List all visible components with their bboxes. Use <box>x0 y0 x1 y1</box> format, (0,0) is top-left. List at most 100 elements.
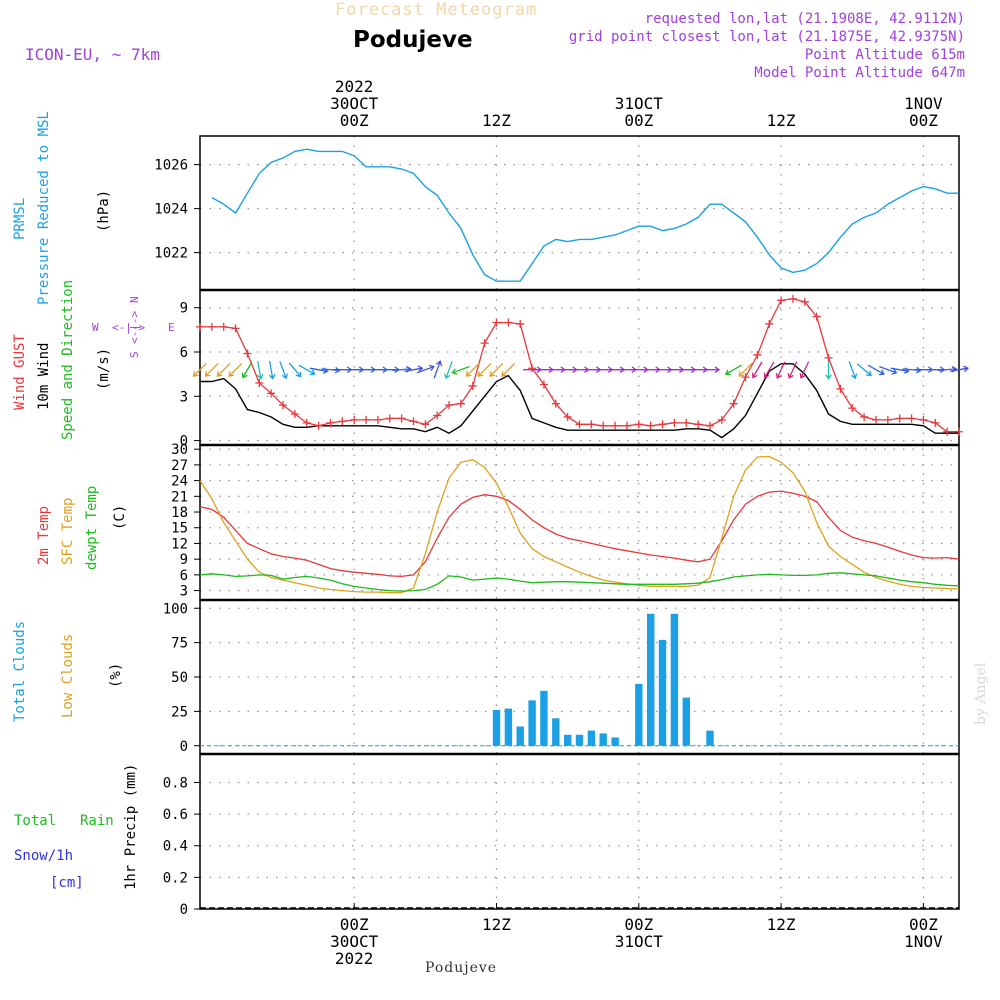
label-low-clouds: Low Clouds <box>60 634 76 718</box>
wind-direction-arrow <box>856 363 872 377</box>
temp-ytick-label: 3 <box>180 584 188 600</box>
cloud-bar <box>552 718 560 746</box>
wind-gust-marker <box>551 399 560 408</box>
wind-gust-marker <box>362 415 371 424</box>
wind-gust-marker <box>219 322 228 331</box>
cloud-bar <box>647 613 655 746</box>
wind-direction-arrow <box>433 360 443 379</box>
temp-dewpt-line <box>199 572 960 592</box>
precip-panel: 0 0.2 0.4 0.6 0.8 <box>163 753 960 918</box>
wind-direction-arrow <box>416 364 435 374</box>
temp-ytick-label: 24 <box>171 474 188 490</box>
time-label-bottom: 12Z <box>482 915 511 934</box>
wind-gust-marker <box>563 412 572 421</box>
temp-ytick-label: 15 <box>171 521 188 537</box>
clouds-ytick-label: 25 <box>171 704 188 720</box>
wind-direction-arrow <box>867 364 885 376</box>
wind-gust-marker <box>753 350 762 359</box>
wind-gust-marker <box>373 415 382 424</box>
wind-direction-arrow <box>288 362 302 378</box>
clouds-labels: Total Clouds Low Clouds (%) <box>12 621 124 722</box>
time-label-bottom: 31OCT <box>615 932 664 951</box>
wind-direction-arrow <box>256 360 264 380</box>
temp-ytick-label: 9 <box>180 552 188 568</box>
wind-gust-marker <box>670 418 679 427</box>
temp-ytick-label: 27 <box>171 458 188 474</box>
time-label-top: 12Z <box>767 111 796 130</box>
wind-direction-arrow <box>775 361 786 379</box>
compass-arrows: <-|-> <box>112 321 145 334</box>
wind-gust-marker <box>279 401 288 410</box>
cloud-bar <box>658 639 667 746</box>
time-label-bottom: 30OCT <box>330 932 379 951</box>
wind-gust-marker <box>397 414 406 423</box>
temp-ytick-label: 21 <box>171 489 188 505</box>
wind-gust-marker <box>919 415 928 424</box>
wind-gust-marker <box>468 381 477 390</box>
time-label-top: 00Z <box>909 111 938 130</box>
precip-ytick-label: 0.4 <box>163 839 188 855</box>
wind-gust-marker <box>326 418 335 427</box>
wind-direction-arrow <box>192 362 207 377</box>
wind-gust-marker <box>646 421 655 430</box>
temp-2m-line <box>199 490 960 578</box>
wind-direction-arrow <box>879 365 898 375</box>
wind-gust-marker <box>860 412 869 421</box>
label-10m-wind: 10m Wind <box>36 343 52 410</box>
time-label-bottom: 00Z <box>624 915 653 934</box>
wind-gust-marker <box>409 417 418 426</box>
wind-ytick-label: 6 <box>180 345 188 361</box>
time-label-bottom: 2022 <box>335 949 374 968</box>
wind-direction-arrow <box>444 361 453 380</box>
pressure-panel: 1022 1024 1026 <box>154 135 960 291</box>
cloud-bar <box>528 700 536 746</box>
label-cm: [cm] <box>50 875 84 891</box>
wind-gust-marker <box>634 420 643 429</box>
label-2m-temp: 2m Temp <box>36 506 52 565</box>
wind-gust-marker <box>314 421 323 430</box>
precip-ytick-label: 0 <box>180 902 188 918</box>
wind-gust-marker <box>622 421 631 430</box>
cloud-bar <box>564 734 572 746</box>
wind-gust-marker <box>955 427 963 436</box>
clouds-panel: 0 25 50 75 100 <box>163 599 960 755</box>
wind-gust-marker <box>385 414 394 423</box>
wind-direction-arrow <box>298 364 316 376</box>
wind-gust-marker <box>575 420 584 429</box>
cloud-bar <box>587 730 596 746</box>
model-altitude: Model Point Altitude 647m <box>754 65 965 81</box>
label-c: (C) <box>112 505 128 530</box>
temp-ytick-label: 18 <box>171 505 188 521</box>
wind-direction-arrow <box>404 365 424 373</box>
label-speed-direction: Speed and Direction <box>60 280 76 440</box>
wind-gust-marker <box>848 404 857 413</box>
label-ms: (m/s) <box>96 348 112 390</box>
wind-gust-marker <box>492 318 501 327</box>
pressure-series-line <box>211 148 959 282</box>
wind-gust-marker <box>765 319 774 328</box>
clouds-ytick-label: 0 <box>180 739 188 755</box>
wind-gust-marker <box>871 415 880 424</box>
time-label-top: 31OCT <box>615 94 664 113</box>
temp-ytick-label: 30 <box>171 442 188 458</box>
pressure-frame <box>199 135 960 291</box>
wind-gust-marker <box>658 420 667 429</box>
wind-direction-arrow <box>241 361 253 379</box>
cloud-bar <box>540 690 548 746</box>
cloud-bar <box>516 726 524 746</box>
wind-gust-marker <box>836 384 845 393</box>
wind-ytick-label: 9 <box>180 301 188 317</box>
wind-gust-marker <box>694 420 703 429</box>
wind-gust-marker <box>611 421 620 430</box>
wind-direction-arrow <box>279 361 289 380</box>
label-wind-gust: Wind GUST <box>12 334 28 410</box>
label-percent: (%) <box>108 663 124 688</box>
compass-vert: <-|-> <box>128 311 141 344</box>
wind-gust-marker <box>231 324 240 333</box>
compass-e: E <box>168 321 175 334</box>
wind-gust-marker <box>824 353 833 362</box>
clouds-ytick-label: 50 <box>171 670 188 686</box>
compass-s: S <box>128 351 141 358</box>
